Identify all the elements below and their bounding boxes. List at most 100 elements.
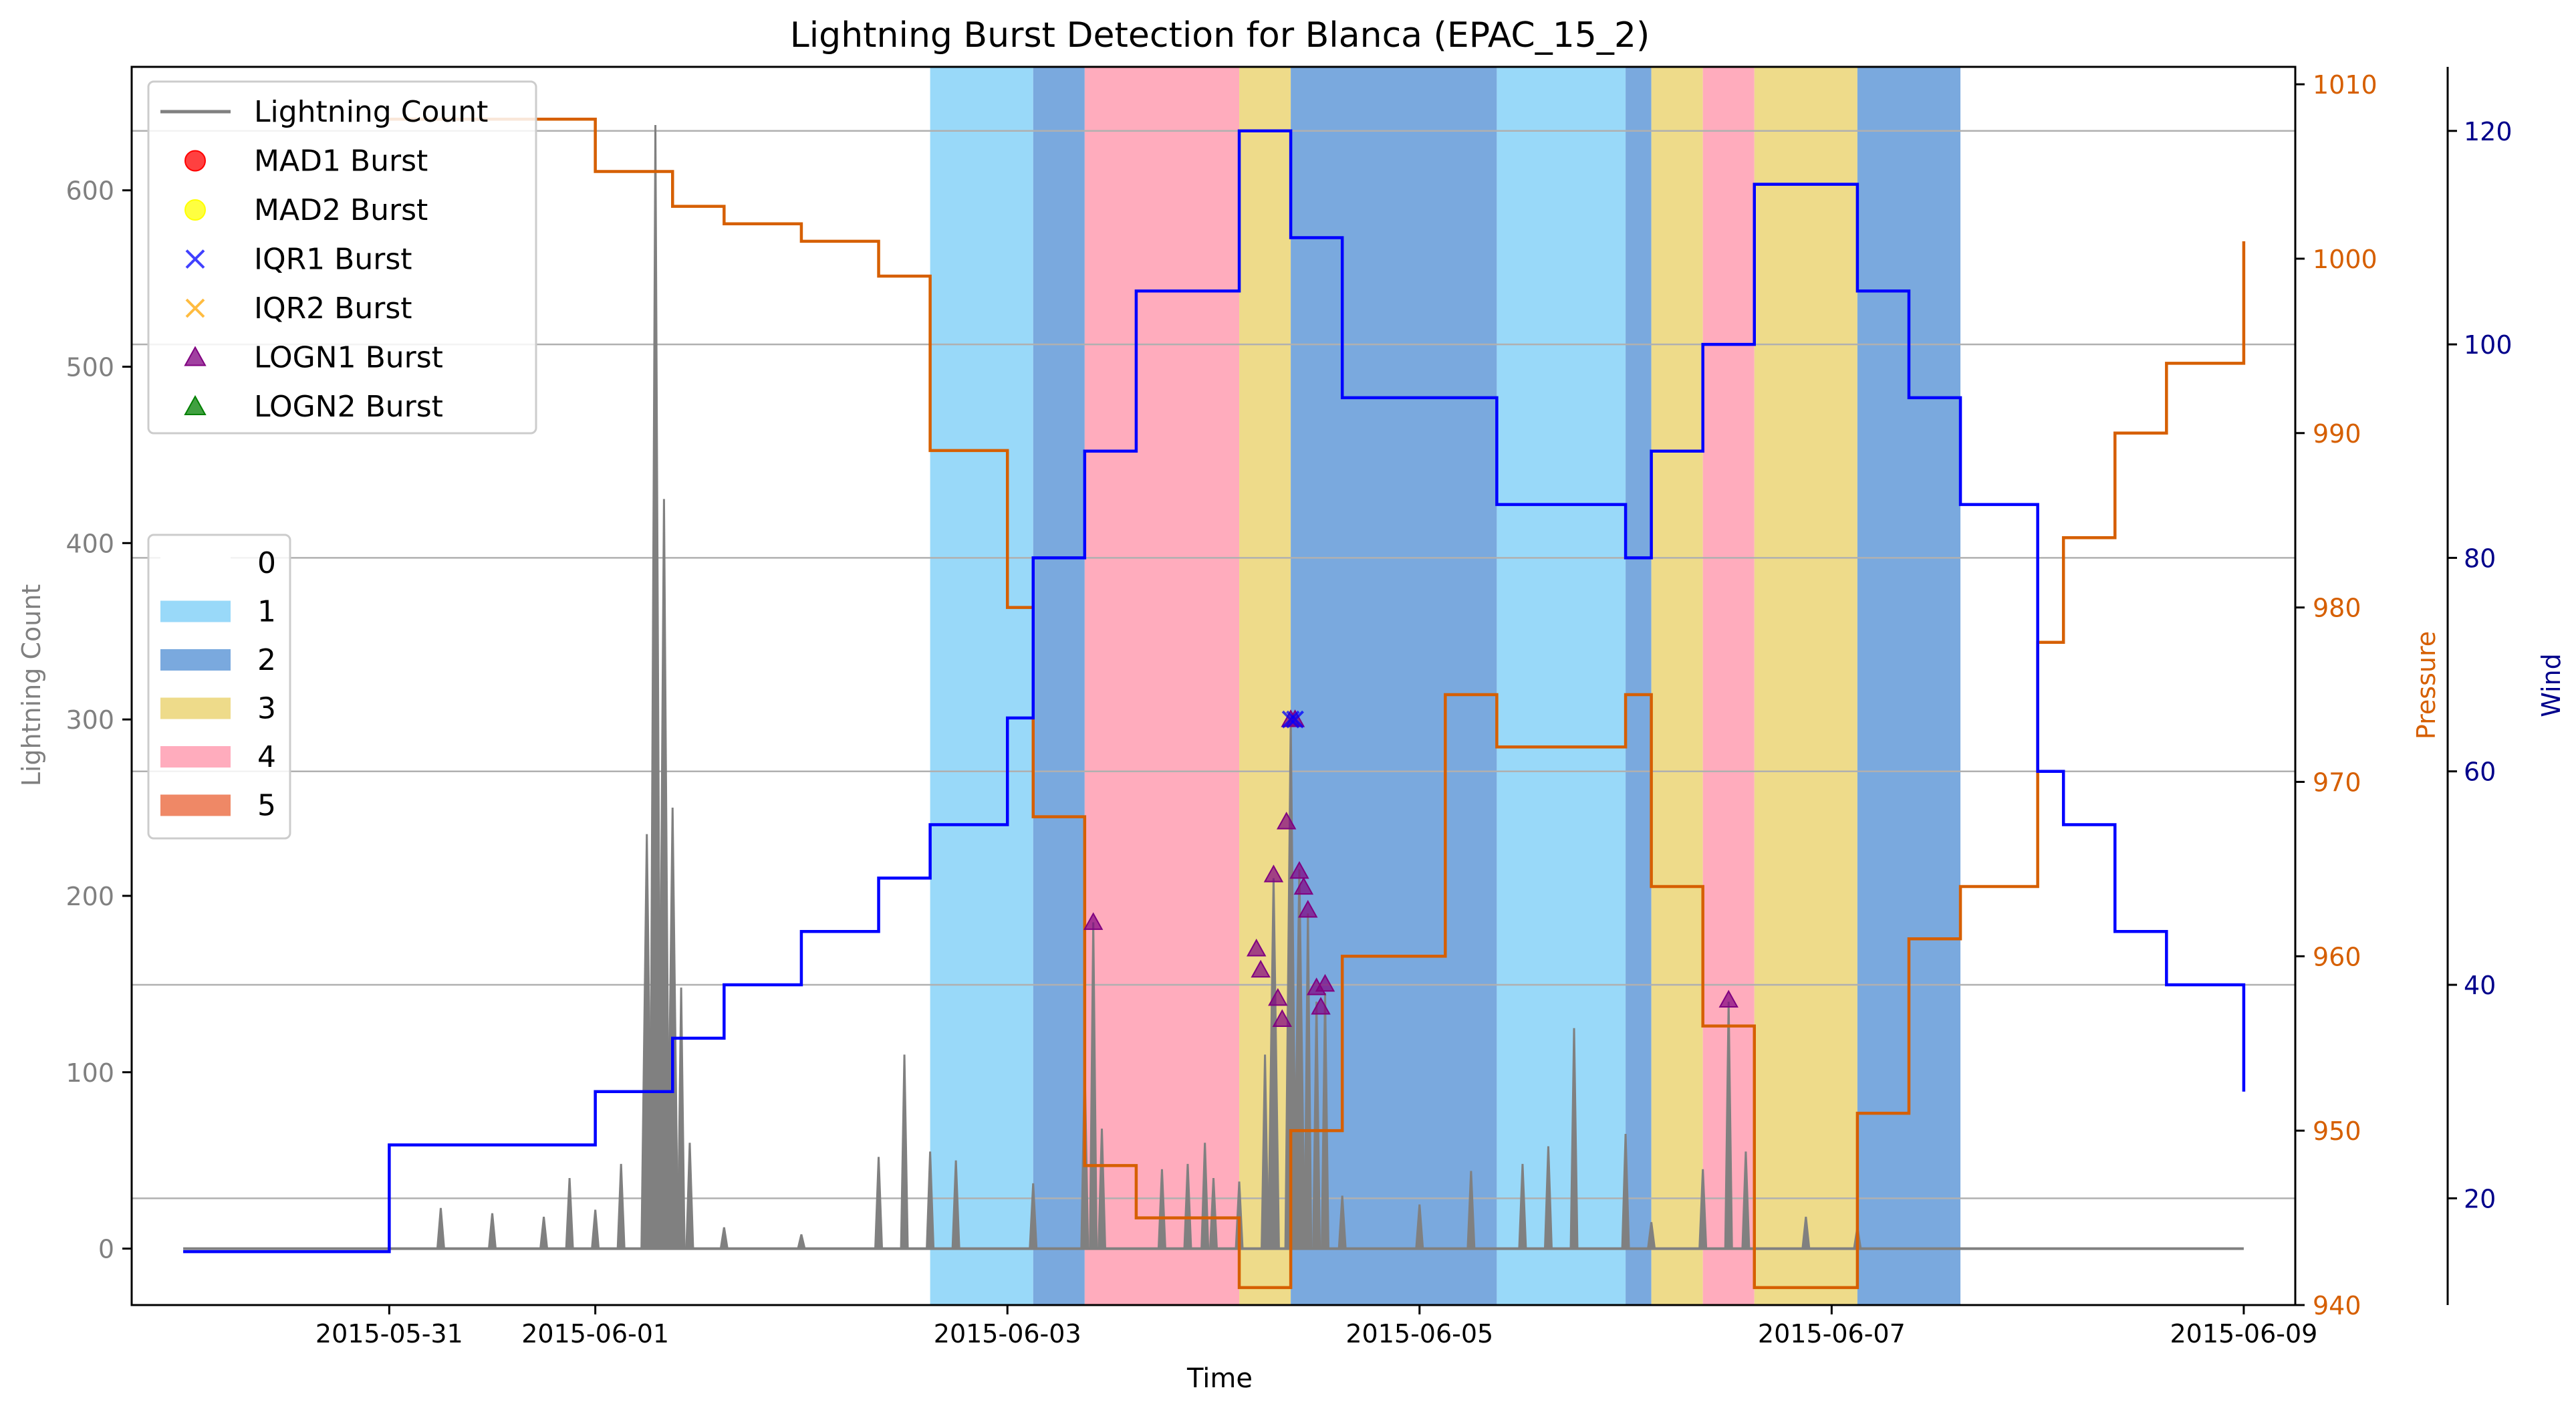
x-tick-label: 2015-05-31 xyxy=(315,1319,463,1349)
category-span-3 xyxy=(1754,67,1857,1305)
lightning-spike xyxy=(874,1157,884,1250)
logn1-burst-marker xyxy=(1718,989,1738,1008)
lightning-spike xyxy=(1293,869,1306,1250)
legend-series-label: IQR1 Burst xyxy=(254,243,412,277)
lightning-spike xyxy=(926,1151,935,1250)
legend-category-label: 1 xyxy=(257,595,276,629)
burst-markers xyxy=(1083,709,1738,1028)
legend-category-swatch xyxy=(160,649,231,671)
lightning-spike xyxy=(1320,993,1330,1250)
lightning-spike xyxy=(1698,1169,1708,1250)
legend-series-label: Lightning Count xyxy=(254,95,488,129)
lightning-spike xyxy=(1518,1163,1527,1250)
lightning-spike xyxy=(1801,1216,1811,1250)
x-tick-label: 2015-06-09 xyxy=(2170,1319,2318,1349)
lightning-spike xyxy=(640,834,654,1250)
legend-circle-swatch xyxy=(184,150,206,172)
y-tick-label-pressure: 980 xyxy=(2313,594,2361,623)
lightning-spike xyxy=(1621,1134,1630,1250)
y-tick-label-lightning: 200 xyxy=(66,882,114,911)
category-span-2 xyxy=(1291,67,1497,1305)
lightning-spike xyxy=(676,987,686,1250)
legend-x-swatch xyxy=(185,249,205,269)
legend-categories: 0 1 2 3 4 5 xyxy=(147,534,291,840)
lightning-spike xyxy=(1543,1146,1553,1250)
logn1-burst-marker xyxy=(1083,912,1104,930)
legend-circle-swatch xyxy=(184,199,206,221)
y-tick-label-pressure: 1010 xyxy=(2313,70,2377,100)
y-tick-label-pressure: 990 xyxy=(2313,419,2361,449)
legend-series-label: LOGN1 Burst xyxy=(254,341,443,375)
y-tick-label-pressure: 950 xyxy=(2313,1117,2361,1146)
legend-category-swatch xyxy=(160,746,231,768)
legend-x-swatch xyxy=(185,298,205,318)
lightning-spike xyxy=(1029,1183,1038,1250)
y-axis-label-lightning: Lightning Count xyxy=(17,584,46,787)
lightning-spike xyxy=(1337,1195,1347,1250)
logn1-burst-marker xyxy=(1276,812,1297,830)
y-tick-label-lightning: 500 xyxy=(66,352,114,382)
lightning-spike xyxy=(1466,1171,1476,1250)
y-tick-label-pressure: 970 xyxy=(2313,768,2361,797)
lightning-spike xyxy=(1569,1028,1579,1250)
y-tick-label-lightning: 100 xyxy=(66,1058,114,1088)
logn1-burst-marker xyxy=(1315,973,1335,992)
lightning-spike xyxy=(1157,1169,1166,1250)
category-span-2 xyxy=(1857,67,1961,1305)
legend-series: Lightning Count MAD1 Burst MAD2 Burst IQR1 … xyxy=(147,80,537,435)
lightning-spike xyxy=(666,808,679,1250)
logn1-burst-marker xyxy=(1247,939,1267,957)
x-tick-label: 2015-06-07 xyxy=(1758,1319,1906,1349)
lightning-spike xyxy=(951,1160,960,1250)
y-tick-label-lightning: 300 xyxy=(66,705,114,735)
logn1-burst-marker xyxy=(1263,864,1284,883)
lightning-spike xyxy=(565,1177,574,1250)
legend-series-box xyxy=(147,80,537,435)
x-axis: 2015-05-31 2015-06-01 2015-06-03 2015-06-05… xyxy=(315,1305,2317,1349)
logn1-burst-marker xyxy=(1272,1009,1292,1028)
legend-category-label: 0 xyxy=(257,546,276,580)
category-span-1 xyxy=(930,67,1033,1305)
lightning-spike xyxy=(1303,913,1313,1250)
lightning-spike xyxy=(539,1216,549,1250)
lightning-spike xyxy=(1312,1002,1321,1250)
chart-title: Lightning Burst Detection for Blanca (EP… xyxy=(790,15,1650,55)
logn1-burst-marker xyxy=(1289,860,1309,879)
lightning-spike xyxy=(436,1207,446,1250)
wind-series xyxy=(183,129,2246,1254)
legend-category-label: 3 xyxy=(257,692,276,726)
lightning-spike xyxy=(1724,1002,1733,1250)
category-span-2 xyxy=(1033,67,1085,1305)
lightning-spike xyxy=(1267,878,1280,1250)
lightning-spike xyxy=(591,1209,600,1250)
y-axis-wind: 20 40 60 80 100 120 xyxy=(2446,67,2513,1305)
logn1-burst-marker xyxy=(1298,899,1318,918)
y-tick-label-pressure: 1000 xyxy=(2313,245,2377,274)
lightning-spike xyxy=(900,1054,909,1250)
x-tick-label: 2015-06-03 xyxy=(934,1319,1081,1349)
lightning-spike xyxy=(1415,1204,1424,1250)
lightning-spike xyxy=(1183,1163,1192,1250)
lightning-spike xyxy=(1646,1221,1656,1250)
legend-category-label: 2 xyxy=(257,643,276,677)
logn1-burst-marker xyxy=(1311,997,1331,1015)
lightning-spike xyxy=(1208,1177,1218,1250)
y-axis-label-pressure: Pressure xyxy=(2412,631,2441,739)
legend-category-label: 5 xyxy=(257,789,276,823)
lightning-spike xyxy=(487,1213,497,1250)
category-span-4 xyxy=(1084,67,1240,1305)
iqr1-burst-marker xyxy=(1286,710,1304,729)
y-axis-label-wind: Wind xyxy=(2537,653,2566,717)
y-axis-pressure: 940 950 960 970 980 990 1000 1010 xyxy=(2295,70,2377,1320)
y-tick-label-wind: 100 xyxy=(2464,330,2513,360)
legend-category-swatch xyxy=(160,794,231,816)
legend-triangle-swatch xyxy=(184,346,207,366)
iqr1-burst-marker xyxy=(1281,710,1300,729)
legend-category-swatch xyxy=(160,600,231,622)
legend-category-swatch xyxy=(160,552,231,574)
wind-line xyxy=(183,129,2246,1254)
y-tick-label-wind: 40 xyxy=(2464,971,2496,1000)
y-tick-label-wind: 60 xyxy=(2464,757,2496,787)
legend-series-label: LOGN2 Burst xyxy=(254,390,443,424)
